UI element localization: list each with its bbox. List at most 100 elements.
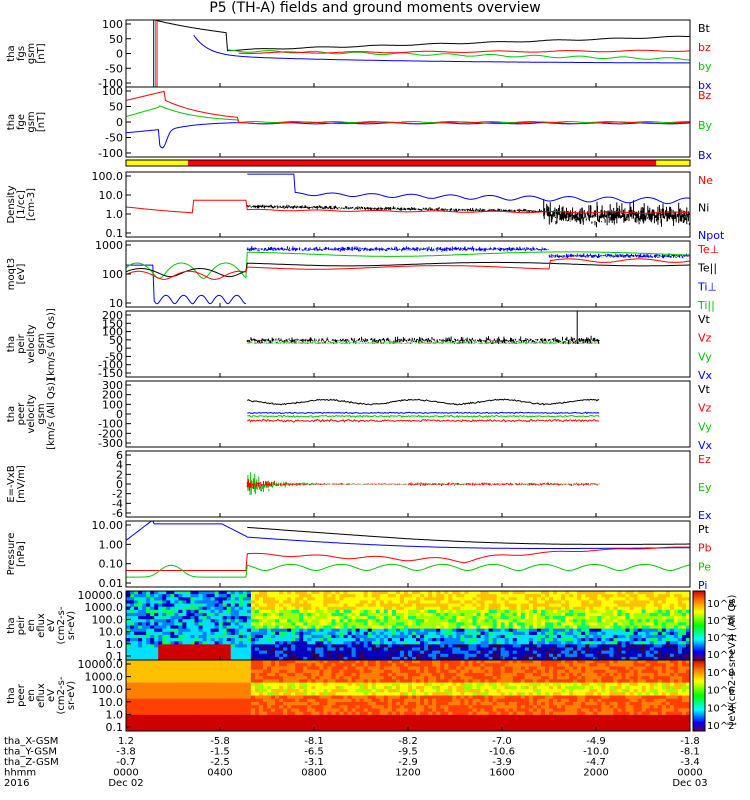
ion-eflux-spectrogram-cell [508, 631, 514, 636]
electron-eflux-spectrogram-cell [371, 682, 377, 687]
ion-eflux-spectrogram-cell [677, 591, 683, 595]
ion-eflux-spectrogram-cell [198, 612, 203, 617]
ion-eflux-spectrogram-cell [464, 647, 469, 651]
electron-eflux-spectrogram-cell [359, 724, 365, 729]
ion-eflux-spectrogram-cell [504, 597, 510, 601]
electron-eflux-spectrogram-cell [146, 724, 151, 729]
ion-eflux-spectrogram-cell [170, 591, 175, 595]
ion-eflux-spectrogram-cell [657, 616, 663, 620]
ion-eflux-spectrogram-cell [436, 591, 441, 595]
ion-eflux-spectrogram-cell [641, 591, 647, 595]
ion-eflux-spectrogram-cell [665, 638, 671, 642]
electron-eflux-spectrogram-cell [174, 711, 179, 716]
ion-eflux-spectrogram-cell [202, 619, 207, 623]
electron-eflux-spectrogram-cell [206, 685, 211, 690]
ion-eflux-spectrogram-cell [488, 631, 493, 636]
ion-eflux-spectrogram-cell [609, 634, 614, 639]
electron-eflux-spectrogram-cell [130, 701, 135, 706]
ion-eflux-spectrogram-cell [508, 653, 514, 658]
ion-eflux-spectrogram-cell [146, 594, 151, 598]
ion-eflux-spectrogram-cell [186, 656, 191, 661]
ion-eflux-spectrogram-cell [307, 609, 312, 614]
ion-eflux-spectrogram-cell [371, 656, 377, 661]
ion-eflux-spectrogram-cell [544, 619, 550, 623]
ion-eflux-spectrogram-cell [190, 638, 195, 642]
ion-eflux-spectrogram-cell [146, 641, 151, 645]
ion-eflux-spectrogram-cell [641, 622, 647, 626]
electron-eflux-spectrogram-cell [162, 708, 167, 713]
electron-eflux-spectrogram-cell [331, 663, 336, 667]
ion-eflux-spectrogram-cell [480, 594, 485, 598]
ion-eflux-spectrogram-cell [540, 625, 546, 630]
electron-eflux-spectrogram-cell [170, 698, 175, 703]
ion-eflux-spectrogram-cell [279, 619, 284, 623]
electron-eflux-spectrogram-cell [194, 721, 199, 725]
ion-eflux-spectrogram-cell [633, 609, 639, 614]
electron-eflux-spectrogram-cell [307, 660, 312, 664]
ion-eflux-spectrogram-cell [226, 647, 232, 651]
ion-eflux-spectrogram-cell [283, 591, 288, 595]
electron-eflux-spectrogram-cell [412, 718, 417, 722]
ion-eflux-spectrogram-cell [641, 634, 647, 639]
ion-eflux-spectrogram-cell [158, 594, 163, 598]
ion-eflux-spectrogram-cell [468, 616, 473, 620]
ion-eflux-spectrogram-cell [416, 638, 421, 642]
ion-eflux-spectrogram-cell [242, 622, 248, 626]
electron-eflux-spectrogram-cell [359, 682, 365, 687]
ion-eflux-spectrogram-cell [126, 634, 131, 639]
ion-eflux-spectrogram-cell [238, 656, 244, 661]
electron-eflux-spectrogram-cell [254, 714, 260, 719]
ion-eflux-spectrogram-cell [649, 606, 655, 611]
ion-eflux-spectrogram-cell [335, 653, 340, 658]
ion-eflux-spectrogram-cell [287, 616, 292, 620]
ion-eflux-spectrogram-cell [408, 591, 413, 595]
ion-eflux-spectrogram-cell [573, 650, 578, 655]
electron-eflux-spectrogram-cell [267, 701, 272, 706]
electron-eflux-spectrogram-cell [295, 698, 300, 703]
ion-eflux-spectrogram-cell [403, 641, 409, 645]
ion-eflux-spectrogram-cell [194, 650, 199, 655]
electron-eflux-spectrogram-cell [395, 663, 401, 667]
electron-eflux-spectrogram-cell [262, 705, 268, 709]
electron-eflux-spectrogram-cell [299, 660, 304, 664]
ion-eflux-spectrogram-cell [355, 612, 361, 617]
ion-eflux-spectrogram-cell [399, 612, 405, 617]
ion-eflux-spectrogram-cell [367, 650, 373, 655]
ion-eflux-spectrogram-cell [130, 591, 135, 595]
ion-eflux-spectrogram-cell [424, 600, 429, 604]
ion-eflux-spectrogram-cell [383, 656, 389, 661]
electron-eflux-spectrogram-cell [387, 727, 393, 732]
ion-eflux-spectrogram-cell [258, 653, 264, 658]
ion-eflux-spectrogram-cell [387, 634, 393, 639]
ion-eflux-spectrogram-cell [432, 647, 437, 651]
ion-eflux-spectrogram-cell [150, 625, 155, 630]
ion-eflux-spectrogram-cell [258, 625, 264, 630]
ion-eflux-spectrogram-cell [633, 641, 639, 645]
ion-eflux-spectrogram-cell [162, 594, 167, 598]
electron-eflux-spectrogram-cell [295, 679, 300, 683]
ion-eflux-spectrogram-cell [424, 619, 429, 623]
electron-eflux-spectrogram-cell [448, 676, 453, 680]
ion-eflux-spectrogram-cell [504, 600, 510, 604]
ion-eflux-spectrogram-cell [516, 638, 522, 642]
electron-eflux-spectrogram-cell [351, 692, 357, 696]
ion-eflux-spectrogram-cell [351, 628, 357, 633]
ion-eflux-spectrogram-cell [234, 653, 240, 658]
ion-eflux-spectrogram-cell [238, 628, 244, 633]
electron-eflux-spectrogram-cell [190, 663, 195, 667]
ion-eflux-spectrogram-cell [283, 656, 288, 661]
electron-eflux-spectrogram-cell [299, 689, 304, 693]
ion-eflux-spectrogram-cell [428, 650, 433, 655]
electron-eflux-spectrogram-cell [444, 672, 449, 677]
ion-eflux-spectrogram-cell [355, 653, 361, 658]
ion-eflux-spectrogram-cell [677, 600, 683, 604]
electron-eflux-spectrogram-cell [138, 727, 143, 732]
ion-eflux-spectrogram-cell [408, 603, 413, 608]
ion-eflux-spectrogram-cell [480, 591, 485, 595]
electron-eflux-spectrogram-cell [448, 663, 453, 667]
electron-eflux-spectrogram-cell [154, 714, 159, 719]
ion-eflux-spectrogram-cell [162, 616, 167, 620]
ion-eflux-spectrogram-cell [134, 606, 139, 611]
electron-eflux-spectrogram-cell [194, 701, 199, 706]
electron-eflux-spectrogram-cell [162, 718, 167, 722]
